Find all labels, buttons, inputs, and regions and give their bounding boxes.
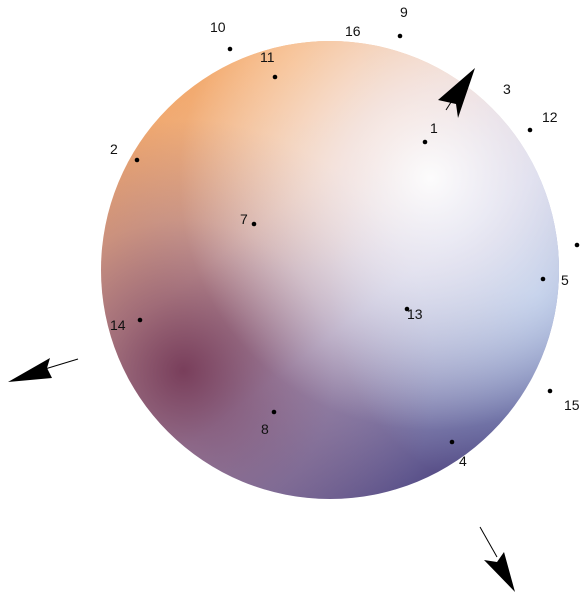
- point-label: 7: [240, 211, 248, 227]
- point-14: 14: [110, 317, 143, 333]
- point-marker: [271, 409, 277, 415]
- point-label: 13: [407, 306, 423, 322]
- point-label: 5: [561, 272, 569, 288]
- point-marker: [137, 317, 143, 323]
- point-marker: [540, 276, 546, 282]
- point-12: 12: [527, 109, 558, 133]
- point-label: 1: [430, 120, 438, 136]
- sphere: [101, 41, 559, 499]
- point-label: 4: [459, 453, 467, 469]
- point-marker: [449, 439, 455, 445]
- point-label: 10: [210, 19, 226, 35]
- point-label: 8: [261, 421, 269, 437]
- point-marker: [227, 46, 233, 52]
- point-10: 10: [210, 19, 233, 52]
- point-4: 4: [449, 439, 467, 469]
- point-marker: [422, 139, 428, 145]
- point-13: 13: [404, 306, 423, 322]
- point-marker: [547, 388, 553, 394]
- point-7: 7: [240, 211, 257, 227]
- point-marker: [251, 221, 257, 227]
- point-16: 16: [345, 23, 361, 39]
- point-11: 11: [260, 49, 278, 80]
- point-15: 15: [547, 388, 580, 413]
- point-label: 3: [503, 81, 511, 97]
- point-label: 2: [110, 141, 118, 157]
- point-marker: [272, 74, 278, 80]
- point-label: 12: [542, 109, 558, 125]
- point-label: 9: [400, 4, 408, 20]
- point-marker: [397, 33, 403, 39]
- point-marker: [134, 157, 140, 163]
- point-marker: [404, 306, 410, 312]
- arrow-down-right: [479, 526, 515, 592]
- point-9: 9: [397, 4, 408, 39]
- point-label: 16: [345, 23, 361, 39]
- point-label: 11: [260, 49, 275, 65]
- point-2: 2: [110, 141, 140, 163]
- point-3: 3: [503, 81, 511, 97]
- point-5: 5: [540, 242, 580, 288]
- point-label: 15: [564, 397, 580, 413]
- point-marker-edge: [574, 242, 580, 248]
- point-8: 8: [261, 409, 277, 437]
- arrow-up-right: [438, 68, 475, 118]
- point-1: 1: [422, 120, 438, 145]
- point-marker: [527, 127, 533, 133]
- arrow-left: [8, 358, 79, 382]
- point-label: 14: [110, 317, 126, 333]
